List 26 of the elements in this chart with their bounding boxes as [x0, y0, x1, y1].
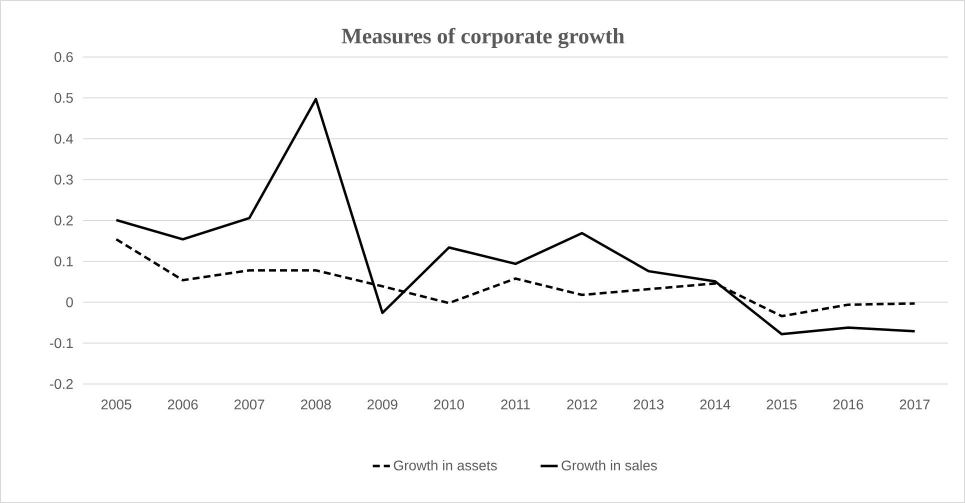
x-tick-label: 2012 [567, 400, 597, 410]
x-tick-label: 2013 [634, 400, 664, 410]
x-tick-label: 2005 [101, 400, 132, 410]
line-series [115, 98, 916, 336]
y-tick-label: 0.3 [54, 174, 73, 185]
y-tick-label: 0.1 [54, 256, 73, 266]
x-tick-label: 2016 [833, 400, 864, 410]
y-tick-label: 0.5 [54, 92, 73, 103]
y-tick-label: 0.2 [54, 216, 73, 226]
x-tick-label: 2010 [434, 400, 464, 410]
x-tick-label: 2007 [234, 400, 264, 410]
x-tick-label: 2014 [700, 400, 730, 410]
x-tick-label: 2011 [501, 400, 530, 410]
y-tick-label: 0.6 [54, 52, 73, 62]
legend-label: Growth in assets [394, 460, 497, 470]
y-tick-label: 0 [66, 297, 73, 308]
x-tick-label: 2009 [368, 400, 398, 410]
y-tick-label: 0.4 [54, 134, 74, 144]
x-tick-label: 2017 [900, 400, 930, 410]
chart-title: Measures of corporate growth [342, 28, 624, 48]
x-tick-label: 2006 [168, 400, 198, 410]
y-tick-label: -0.2 [50, 379, 73, 389]
x-tick-label: 2015 [766, 400, 797, 410]
x-tick-label: 2008 [301, 400, 331, 410]
y-tick-label: -0.1 [50, 338, 73, 348]
legend-label: Growth in sales [562, 460, 657, 470]
